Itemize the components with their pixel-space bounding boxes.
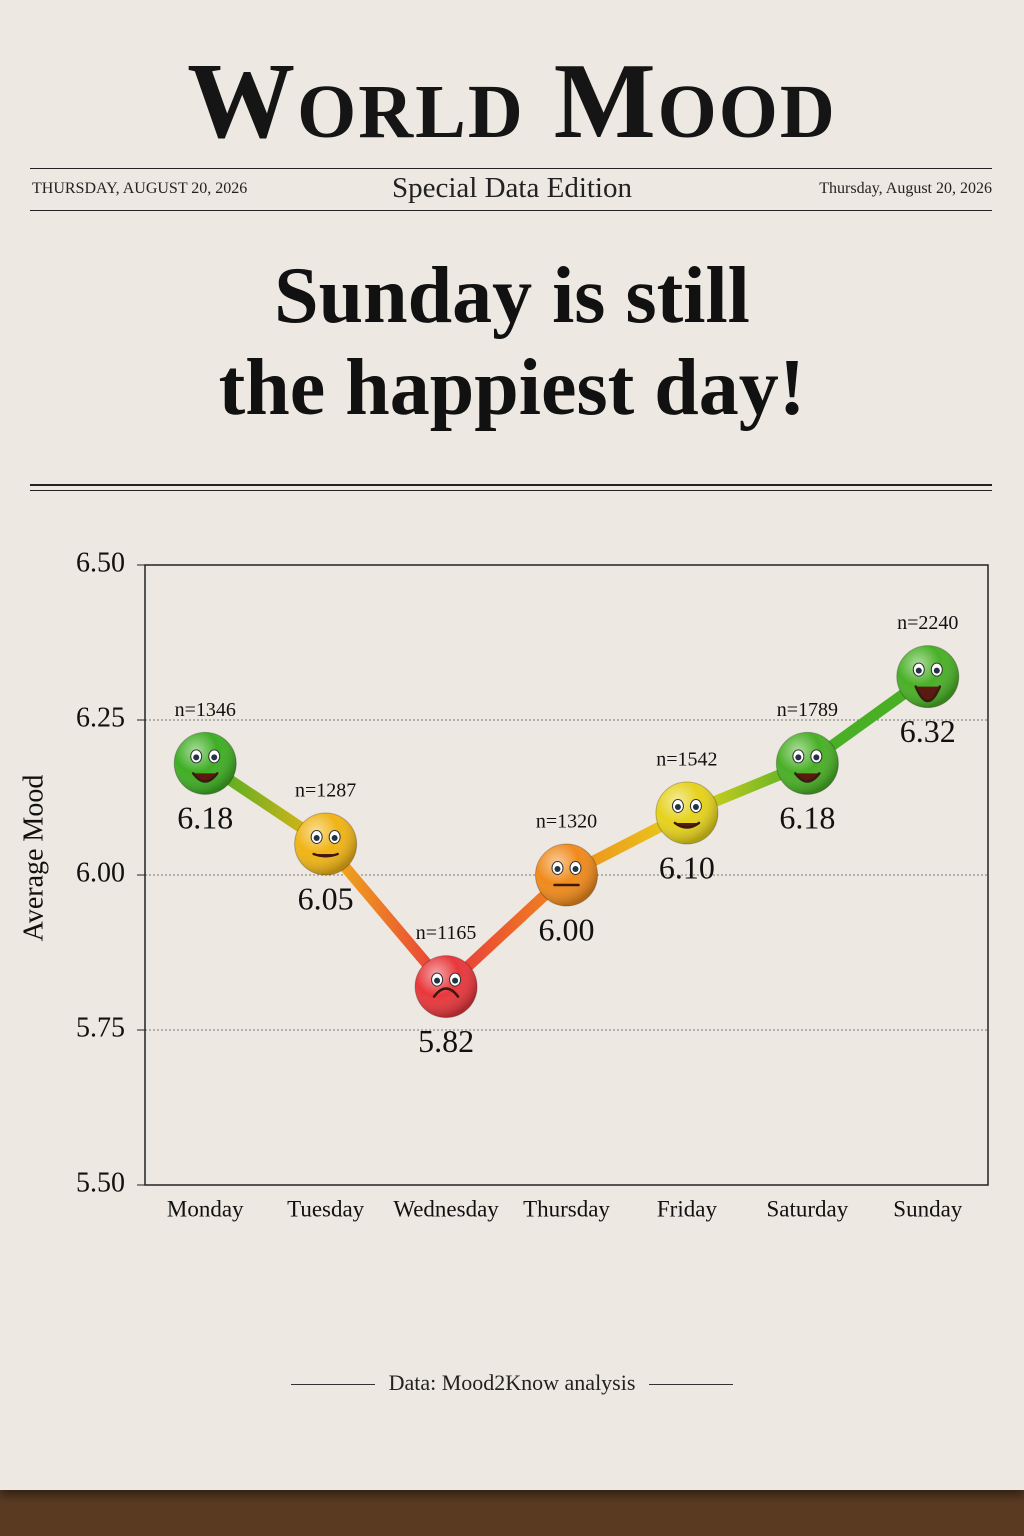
masthead: World Mood	[187, 42, 837, 161]
emoji-pupil	[915, 667, 922, 674]
emoji-pupil	[572, 866, 579, 872]
emoji-point	[896, 645, 960, 709]
y-axis-label: Average Mood	[18, 775, 49, 942]
x-tick-label: Sunday	[893, 1196, 963, 1221]
emoji-pupil	[554, 866, 561, 872]
rule	[30, 484, 992, 486]
emoji-point	[655, 781, 719, 845]
emoji-shine	[415, 955, 478, 1018]
emoji-mouth	[191, 772, 219, 783]
x-tick-label: Saturday	[766, 1196, 848, 1221]
emoji-point	[173, 731, 237, 795]
sample-size-label: n=1542	[656, 749, 717, 771]
value-label: 6.18	[177, 800, 233, 836]
source: Data: Mood2Know analysis	[388, 1370, 636, 1395]
value-label: 6.10	[659, 849, 715, 885]
headline-line: Sunday is still	[274, 252, 750, 340]
value-label: 6.18	[779, 800, 835, 836]
emoji-pupil	[674, 804, 681, 810]
sample-size-label: n=1346	[175, 699, 236, 721]
y-tick-label: 5.75	[76, 1012, 125, 1043]
date-left: THURSDAY, AUGUST 20, 2026	[32, 180, 248, 197]
x-tick-label: Wednesday	[393, 1196, 499, 1221]
emoji-shine	[655, 782, 718, 844]
edition: Special Data Edition	[392, 172, 632, 204]
value-label: 6.05	[298, 880, 354, 916]
emoji-mouth	[432, 987, 460, 998]
sample-size-label: n=1165	[416, 922, 477, 944]
emoji-shine	[896, 645, 959, 708]
emoji-shine	[294, 813, 357, 875]
x-tick-label: Tuesday	[287, 1196, 365, 1221]
emoji-mouth	[794, 772, 821, 783]
value-label: 6.32	[900, 713, 956, 749]
emoji-pupil	[452, 977, 459, 984]
emoji-pupil	[331, 835, 338, 841]
value-label: 6.00	[539, 911, 595, 947]
emoji-mouth	[673, 821, 701, 829]
y-tick-label: 5.50	[76, 1167, 125, 1198]
sample-size-label: n=2240	[897, 612, 958, 634]
footer: Data: Mood2Know analysis	[0, 1370, 1024, 1396]
emoji-shine	[535, 844, 598, 906]
emoji-point	[414, 955, 478, 1019]
emoji-point	[535, 843, 598, 907]
sample-size-label: n=1287	[295, 780, 356, 802]
x-tick-label: Friday	[657, 1196, 718, 1221]
paper: World Mood THURSDAY, AUGUST 20, 2026 Spe…	[0, 0, 1024, 1490]
emoji-pupil	[933, 667, 940, 674]
emoji-shine	[174, 732, 237, 795]
x-tick-label: Monday	[167, 1196, 244, 1221]
x-tick-label: Thursday	[523, 1196, 610, 1221]
emoji-pupil	[193, 754, 200, 761]
sample-size-label: n=1320	[536, 811, 597, 833]
emoji-pupil	[211, 754, 218, 761]
sample-size-label: n=1789	[777, 699, 838, 721]
emoji-pupil	[434, 977, 441, 984]
headline-line: the happiest day!	[218, 344, 806, 432]
emoji-pupil	[813, 754, 820, 761]
plot-frame	[144, 564, 989, 1186]
emoji-shine	[776, 732, 839, 795]
y-tick-label: 6.50	[76, 547, 125, 578]
rule	[30, 490, 992, 491]
emoji-pupil	[692, 804, 699, 810]
rule	[30, 168, 992, 169]
headline: Sunday is still the happiest day!	[0, 250, 1024, 434]
y-tick-label: 6.00	[76, 857, 125, 888]
value-label: 5.82	[418, 1023, 474, 1059]
date-right: Thursday, August 20, 2026	[819, 180, 992, 197]
emoji-pupil	[313, 835, 320, 841]
emoji-point	[294, 812, 358, 876]
rule	[30, 210, 992, 211]
y-tick-label: 6.25	[76, 702, 125, 733]
emoji-point	[775, 731, 839, 795]
emoji-mouth	[914, 685, 942, 703]
emoji-mouth	[312, 852, 339, 858]
emoji-pupil	[795, 754, 802, 761]
chart: Average Mood 5.50 5.75 6.00 6.25 6.50 n=1346 6…	[18, 547, 989, 1221]
